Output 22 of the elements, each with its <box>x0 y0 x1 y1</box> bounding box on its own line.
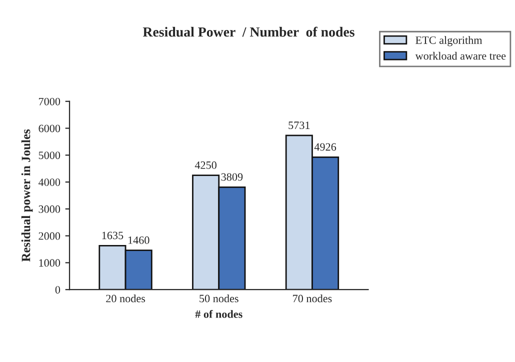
y-tick-label: 7000 <box>39 98 60 106</box>
legend-label: workload aware tree <box>415 52 506 60</box>
data-label: 5731 <box>288 122 310 130</box>
data-label: 1460 <box>128 236 150 244</box>
data-label: 3809 <box>221 173 243 181</box>
y-axis-title: Residual power in Joules <box>21 129 33 262</box>
x-tick-label: 70 nodes <box>293 294 332 302</box>
legend-label: ETC algorithm <box>416 36 482 46</box>
y-tick-label: 1000 <box>39 259 60 267</box>
y-tick-label: 2000 <box>38 232 60 240</box>
y-tick-label: 3000 <box>38 205 60 213</box>
data-label: 1635 <box>102 232 124 240</box>
data-label: 4250 <box>194 161 216 169</box>
y-tick-label: 6000 <box>38 124 60 132</box>
x-tick-label: 50 nodes <box>200 294 238 302</box>
x-tick-label: 20 nodes <box>106 294 146 302</box>
y-tick-label: 0 <box>55 286 60 294</box>
y-tick-label: 4000 <box>38 178 60 186</box>
chart-title: Residual Power / Number of nodes <box>142 26 354 37</box>
data-label: 4926 <box>314 143 336 151</box>
x-axis-title: # of nodes <box>195 310 242 318</box>
y-tick-label: 5000 <box>38 152 60 160</box>
